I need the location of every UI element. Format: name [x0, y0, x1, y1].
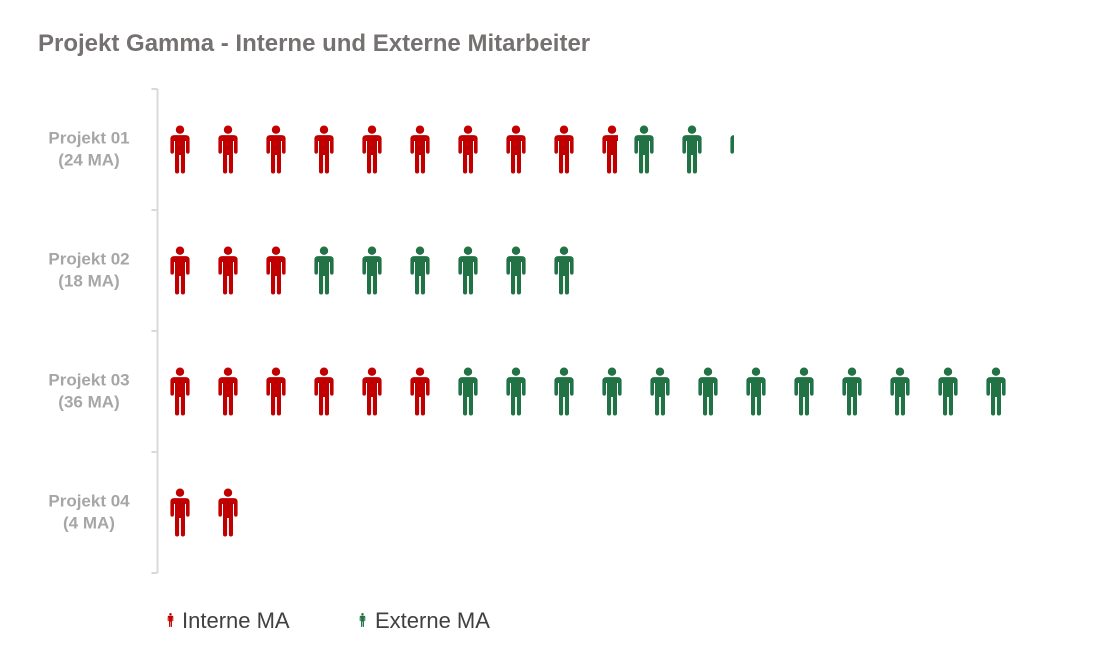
category-count-label: (36 MA) — [58, 393, 119, 412]
person-icon — [602, 125, 618, 174]
category-count-label: (24 MA) — [58, 151, 119, 170]
person-icon — [938, 367, 958, 416]
person-icon — [410, 246, 430, 295]
person-icon — [746, 367, 766, 416]
person-icon — [506, 367, 526, 416]
person-icon — [458, 367, 478, 416]
person-icon — [218, 367, 238, 416]
category-labels: Projekt 01 (24 MA) Projekt 02 (18 MA) Projek… — [48, 129, 130, 533]
person-icon — [458, 246, 478, 295]
person-icon — [682, 125, 702, 174]
category-label: Projekt 01 — [48, 129, 129, 148]
person-icon — [506, 246, 526, 295]
category-count-label: (18 MA) — [58, 272, 119, 291]
legend-label: Externe MA — [375, 608, 490, 633]
legend: Interne MA Externe MA — [167, 608, 490, 633]
category-label: Projekt 03 — [48, 371, 129, 390]
person-icon — [362, 246, 382, 295]
person-icon — [506, 125, 526, 174]
person-icon — [359, 613, 366, 627]
person-icon — [167, 613, 174, 627]
person-icon — [266, 367, 286, 416]
person-icon — [650, 367, 670, 416]
person-icon — [170, 367, 190, 416]
person-icon — [170, 246, 190, 295]
category-label: Projekt 02 — [48, 250, 129, 269]
person-icon — [170, 125, 190, 174]
person-icon — [218, 125, 238, 174]
person-icon — [362, 367, 382, 416]
category-count-label: (4 MA) — [63, 514, 115, 533]
person-icon — [218, 246, 238, 295]
person-icon — [890, 367, 910, 416]
person-icon — [218, 488, 238, 537]
person-icon — [730, 125, 734, 174]
axis-ticks — [151, 88, 158, 574]
person-icon — [314, 125, 334, 174]
person-icon — [170, 488, 190, 537]
legend-item: Interne MA — [167, 608, 290, 633]
person-icon — [314, 367, 334, 416]
person-icon — [986, 367, 1006, 416]
chart-title: Projekt Gamma - Interne und Externe Mita… — [38, 30, 591, 57]
person-icon — [314, 246, 334, 295]
person-icon — [602, 367, 622, 416]
person-icon — [458, 125, 478, 174]
person-icon — [698, 367, 718, 416]
person-icon — [634, 125, 654, 174]
person-icon — [554, 125, 574, 174]
category-label: Projekt 04 — [48, 492, 130, 511]
pictograph-bars — [170, 125, 1006, 537]
legend-label: Interne MA — [182, 608, 290, 633]
legend-item: Externe MA — [359, 608, 490, 633]
person-icon — [362, 125, 382, 174]
person-icon — [410, 367, 430, 416]
person-icon — [554, 246, 574, 295]
person-icon — [842, 367, 862, 416]
person-icon — [410, 125, 430, 174]
person-icon — [266, 125, 286, 174]
person-icon — [554, 367, 574, 416]
person-icon — [266, 246, 286, 295]
person-icon — [794, 367, 814, 416]
